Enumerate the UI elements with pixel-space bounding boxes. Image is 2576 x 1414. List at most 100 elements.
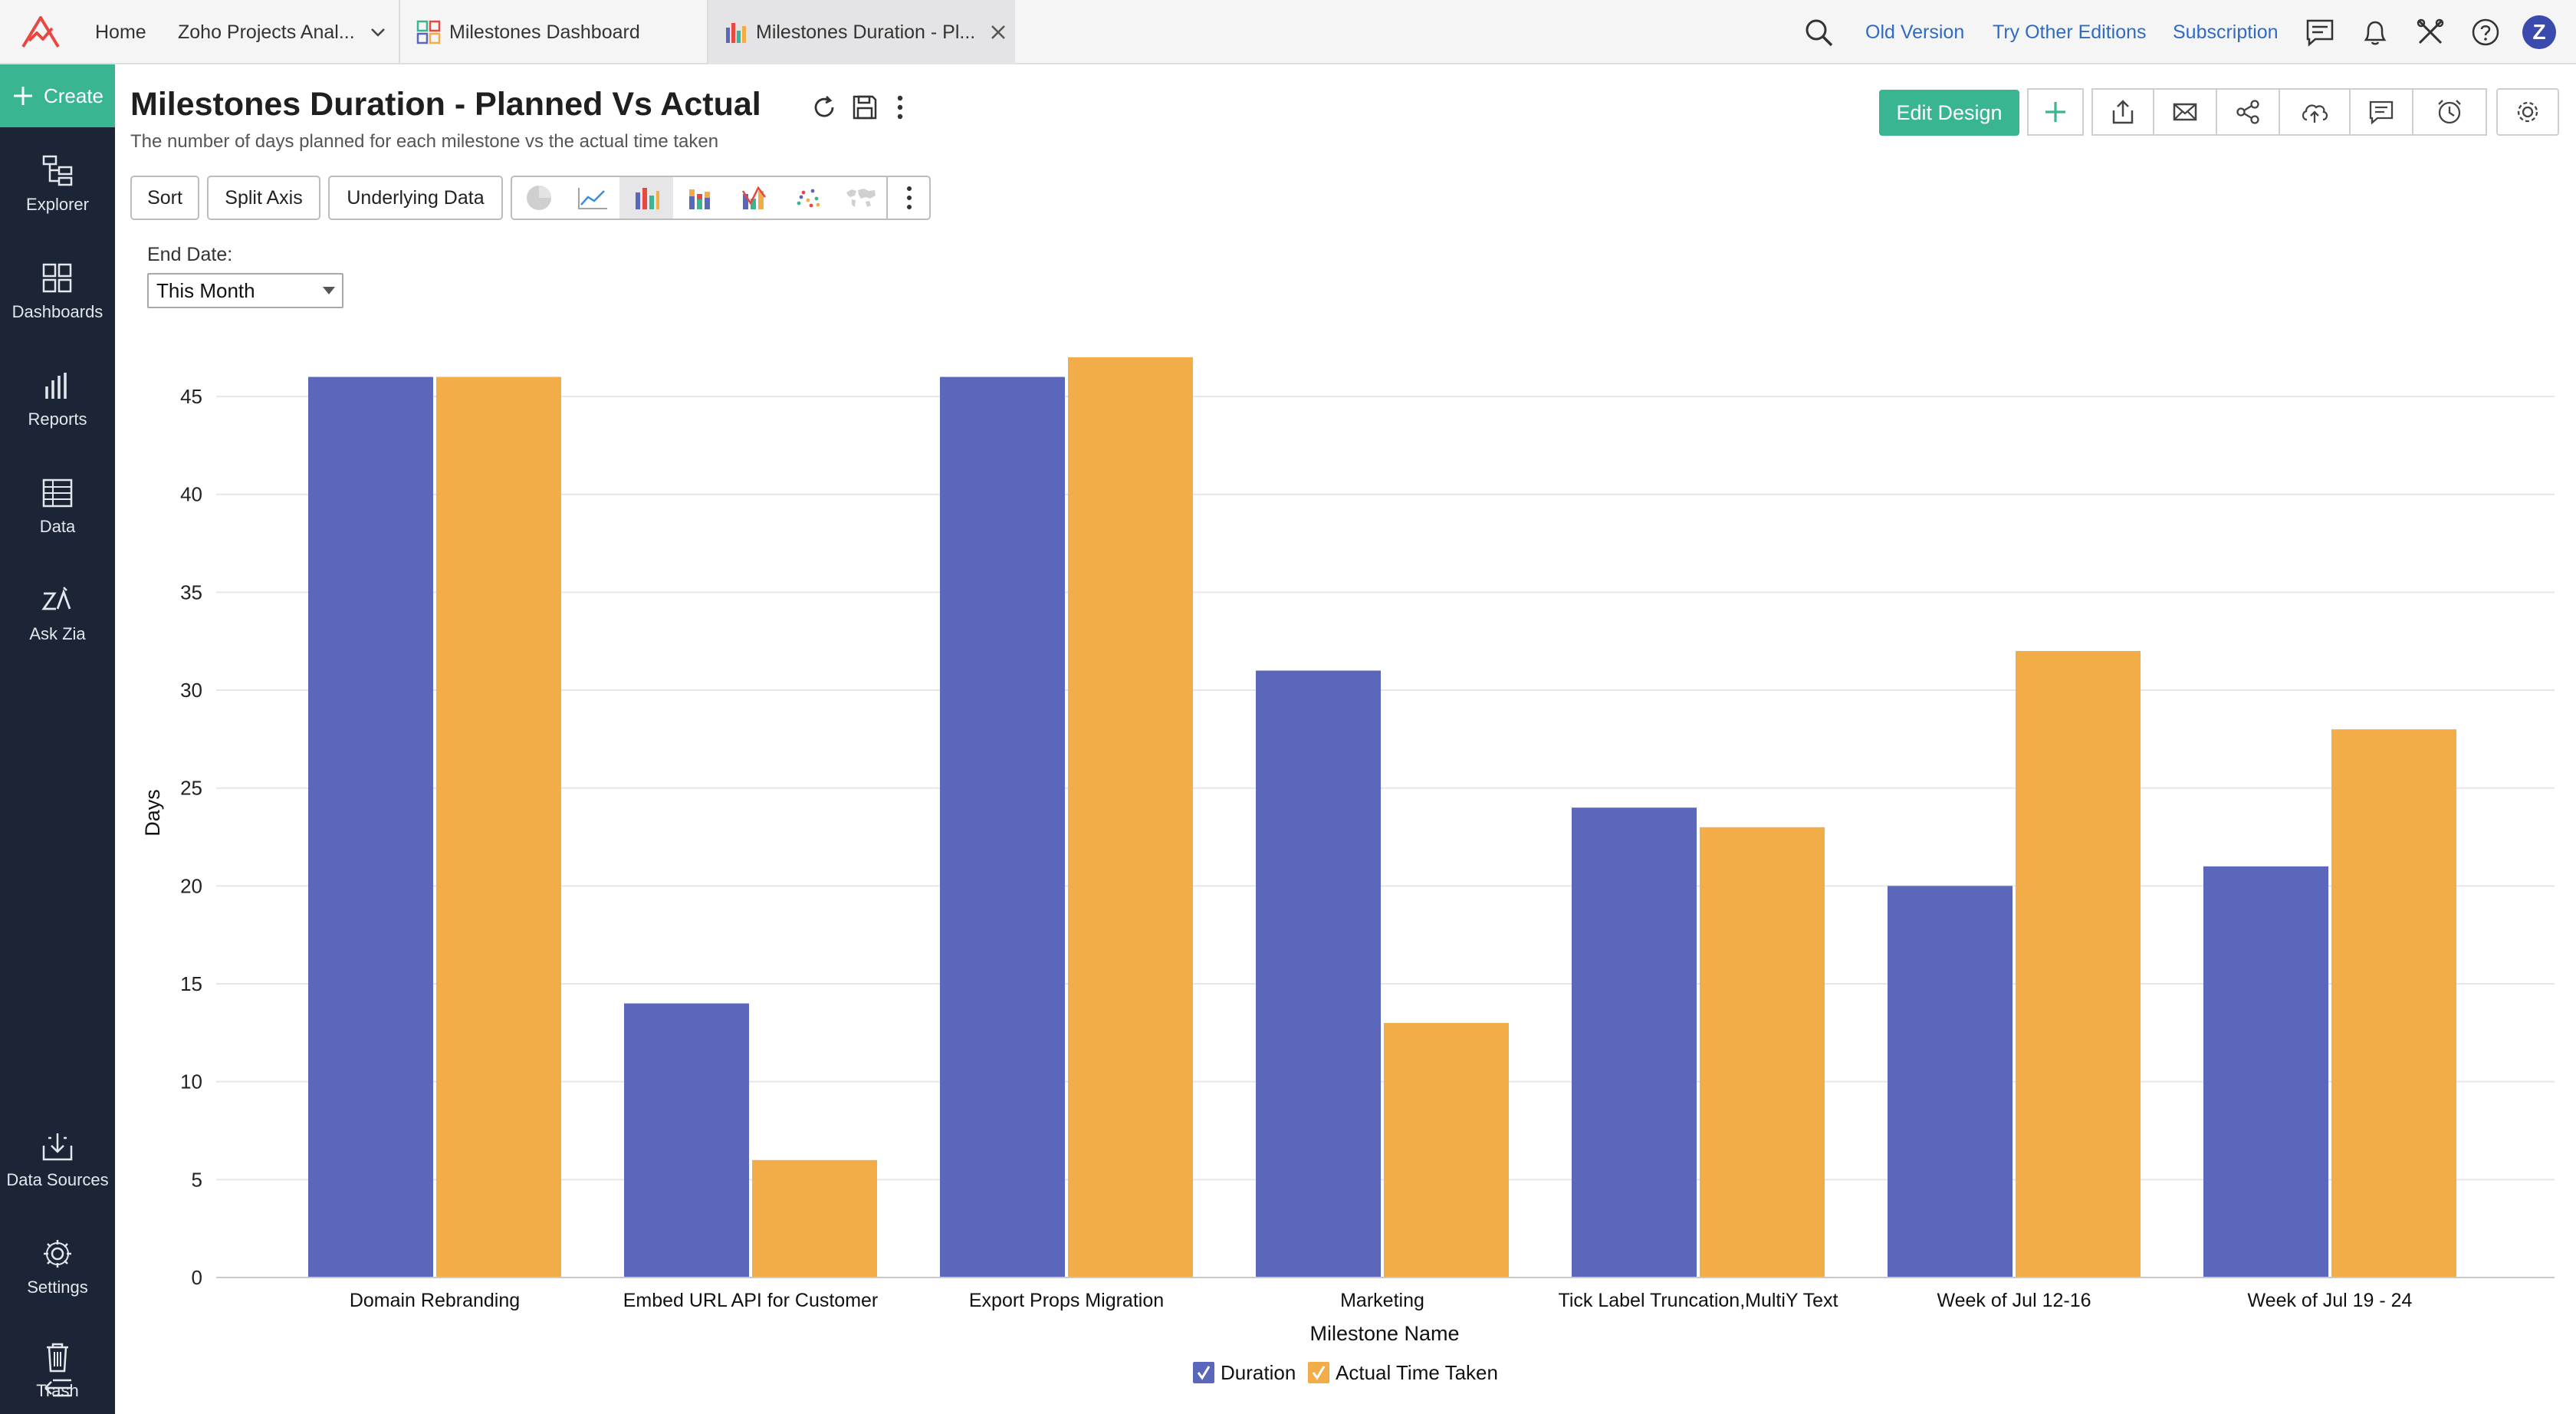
bar-duration[interactable] (1888, 886, 2013, 1278)
tab-label: Milestones Duration - Pl... (756, 21, 976, 43)
sidebar-item-dashboards[interactable]: Dashboards (0, 250, 115, 334)
schedule-button[interactable] (2413, 88, 2487, 136)
tools-icon[interactable] (2413, 15, 2447, 49)
sidebar-item-ask-zia[interactable]: Ask Zia (0, 572, 115, 656)
close-icon[interactable] (989, 23, 1007, 41)
email-button[interactable] (2154, 88, 2217, 136)
workspace-tab[interactable]: Zoho Projects Anal... (163, 0, 397, 64)
sidebar-item-data-sources[interactable]: Data Sources (0, 1118, 115, 1202)
stacked-bar-chart-icon[interactable] (673, 177, 727, 219)
x-category-label: Domain Rebranding (350, 1290, 520, 1311)
legend-swatch (1193, 1362, 1214, 1383)
sidebar-item-reports[interactable]: Reports (0, 357, 115, 442)
dropdown-arrow-icon (323, 287, 335, 294)
bar-actual-time-taken[interactable] (1700, 827, 1825, 1278)
sort-button[interactable]: Sort (130, 176, 199, 220)
bar-duration[interactable] (1256, 670, 1381, 1278)
comment-button[interactable] (2351, 88, 2413, 136)
y-tick-label: 10 (180, 1070, 202, 1093)
more-options-icon[interactable] (885, 92, 915, 123)
bar-duration[interactable] (1572, 807, 1697, 1278)
sidebar-item-explorer[interactable]: Explorer (0, 143, 115, 227)
legend-label: Actual Time Taken (1336, 1361, 1498, 1384)
explorer-icon (42, 155, 73, 186)
split-axis-button[interactable]: Split Axis (207, 176, 320, 220)
y-tick-label: 20 (180, 874, 202, 897)
help-icon[interactable] (2469, 15, 2502, 49)
tab-milestones-duration[interactable]: Milestones Duration - Pl... (707, 0, 1015, 64)
home-link[interactable]: Home (95, 21, 146, 43)
search-icon[interactable] (1802, 15, 1835, 49)
bar-duration[interactable] (308, 377, 433, 1278)
chart-gridlines (216, 396, 2555, 1181)
bar-actual-time-taken[interactable] (436, 377, 561, 1278)
sidebar-item-label: Data Sources (6, 1170, 109, 1189)
y-tick-label: 45 (180, 385, 202, 408)
avatar[interactable]: Z (2522, 15, 2556, 49)
export-button[interactable] (2091, 88, 2154, 136)
data-sources-icon (42, 1133, 73, 1161)
chart-labels: 0 5 10 15 20 25 30 35 40 45 Domain Rebranding Embed… (141, 385, 2413, 1345)
share-icon (2236, 100, 2259, 124)
sidebar-item-label: Data (39, 517, 76, 536)
subscription-link[interactable]: Subscription (2173, 21, 2279, 43)
settings-button[interactable] (2496, 88, 2559, 136)
analytics-logo-icon (21, 16, 60, 48)
pie-chart-icon[interactable] (512, 177, 566, 219)
save-icon[interactable] (849, 92, 880, 123)
export-icon (2112, 100, 2134, 124)
bar-chart-type-icon[interactable] (619, 177, 673, 219)
bar-actual-time-taken[interactable] (752, 1159, 877, 1278)
refresh-icon[interactable] (809, 92, 840, 123)
scatter-chart-icon[interactable] (780, 177, 834, 219)
x-category-label: Tick Label Truncation,MultiY Text (1559, 1290, 1838, 1311)
checkmark-icon (1197, 1366, 1211, 1380)
app-logo[interactable] (0, 0, 81, 64)
sidebar-item-settings[interactable]: Settings (0, 1225, 115, 1310)
create-button[interactable]: Create (0, 64, 115, 127)
end-date-select[interactable]: This Month (147, 273, 343, 308)
old-version-link[interactable]: Old Version (1865, 21, 1965, 43)
bar-duration[interactable] (624, 1003, 749, 1278)
bar-actual-time-taken[interactable] (1384, 1023, 1509, 1278)
more-chart-types-icon[interactable] (886, 177, 931, 219)
y-tick-label: 30 (180, 679, 202, 702)
sidebar-item-trash[interactable]: Trash (0, 1333, 115, 1409)
bar-actual-time-taken[interactable] (2016, 650, 2141, 1278)
end-date-value: This Month (156, 278, 255, 302)
share-button[interactable] (2217, 88, 2280, 136)
workspace-label: Zoho Projects Anal... (178, 21, 355, 43)
bar-actual-time-taken[interactable] (1068, 357, 1193, 1278)
email-icon (2173, 103, 2197, 121)
edit-design-button[interactable]: Edit Design (1879, 90, 2019, 136)
legend-swatch (1308, 1362, 1329, 1383)
bell-icon[interactable] (2358, 15, 2392, 49)
y-axis-title: Days (141, 789, 164, 837)
try-other-editions-link[interactable]: Try Other Editions (1993, 21, 2147, 43)
end-date-label: End Date: (147, 244, 233, 265)
page-subtitle: The number of days planned for each mile… (130, 131, 719, 152)
bar-actual-time-taken[interactable] (2331, 729, 2456, 1278)
underlying-data-button[interactable]: Underlying Data (328, 176, 503, 220)
feedback-icon[interactable] (2303, 15, 2337, 49)
sidebar-item-data[interactable]: Data (0, 465, 115, 549)
sidebar-item-label: Ask Zia (29, 624, 86, 643)
tab-label: Milestones Dashboard (449, 21, 640, 43)
y-tick-label: 15 (180, 972, 202, 995)
reports-icon (45, 373, 67, 399)
comment-icon (2369, 100, 2394, 125)
sidebar-item-label: Explorer (26, 195, 89, 214)
combo-chart-icon[interactable] (727, 177, 780, 219)
publish-button[interactable] (2280, 88, 2351, 136)
legend-item-duration[interactable]: Duration (1193, 1361, 1296, 1384)
add-button[interactable] (2027, 88, 2084, 136)
line-chart-icon[interactable] (566, 177, 619, 219)
bar-duration[interactable] (940, 377, 1065, 1278)
tab-milestones-dashboard[interactable]: Milestones Dashboard (399, 0, 705, 64)
legend-item-actual-time-taken[interactable]: Actual Time Taken (1308, 1361, 1498, 1384)
collapse-sidebar-icon[interactable] (42, 1374, 73, 1402)
bar-duration[interactable] (2203, 866, 2328, 1278)
chart-bars (308, 357, 2456, 1278)
map-chart-icon[interactable] (834, 177, 888, 219)
